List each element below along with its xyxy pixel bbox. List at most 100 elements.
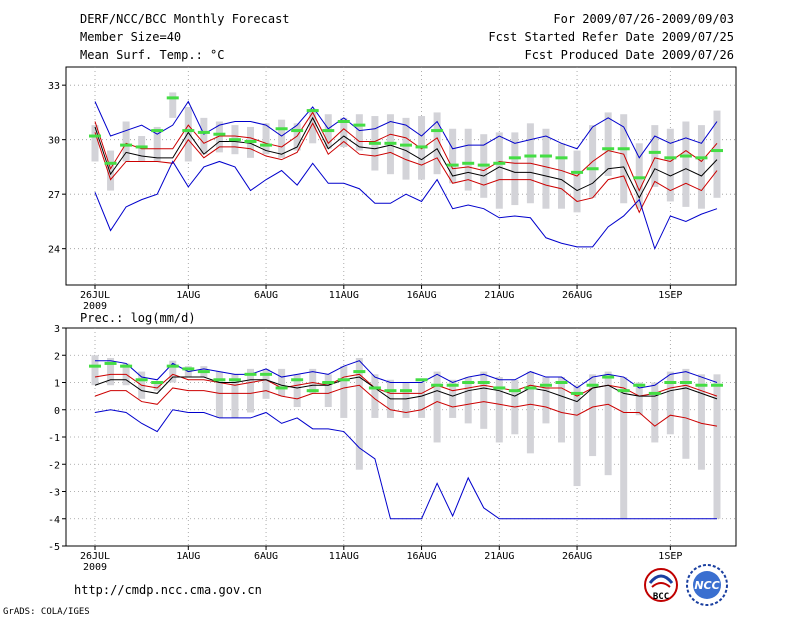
spread-box (495, 377, 503, 443)
forecast-period: For 2009/07/26-2009/09/03 (553, 12, 734, 26)
spread-box (666, 128, 674, 202)
spread-box (511, 132, 519, 206)
series-mean-line (94, 376, 718, 403)
spread-box (293, 374, 301, 408)
spread-box (495, 132, 503, 209)
member-size: Member Size=40 (80, 30, 181, 44)
x-tick-label: 26JUL (80, 290, 110, 301)
spread-box (635, 382, 643, 416)
series-max-line (94, 100, 718, 159)
grads-credit: GrADS: COLA/IGES (3, 607, 90, 617)
x-tick-label: 6AUG (254, 290, 278, 301)
spread-box (666, 371, 674, 435)
spread-box (278, 368, 286, 397)
spread-box (355, 357, 363, 470)
chart-title: DERF/NCC/BCC Monthly Forecast (80, 12, 290, 26)
x-tick-label: 1SEP (658, 290, 682, 301)
y-tick-label: -4 (48, 515, 60, 526)
spread-box (558, 377, 565, 443)
spread-box (200, 117, 208, 155)
y-tick-label: 33 (48, 81, 60, 92)
x-tick-label: 26AUG (562, 290, 592, 301)
series-min-line (94, 409, 717, 520)
series-min-line (94, 160, 718, 251)
plot-frame (65, 66, 737, 286)
spread-box (433, 112, 441, 175)
spread-box (713, 110, 721, 198)
spread-box (558, 143, 565, 209)
spread-box (573, 385, 581, 487)
spread-box (526, 371, 534, 454)
spread-box (122, 121, 130, 162)
spread-box (355, 114, 363, 151)
spread-box (169, 92, 177, 118)
x-tick-label: 6AUG (254, 551, 278, 562)
series-upper-line (94, 373, 718, 397)
spread-box (107, 150, 115, 191)
x-tick-label: 16AUG (406, 551, 436, 562)
x-tick-label: 1AUG (176, 290, 200, 301)
variable-label-temp: Mean Surf. Temp.: °C (80, 48, 225, 62)
y-tick-label: 27 (48, 190, 60, 201)
y-tick-label: 30 (48, 136, 60, 147)
spread-box (589, 374, 597, 457)
series-max-line (95, 360, 718, 389)
y-tick-label: 0 (54, 406, 60, 417)
footer-url: http://cmdp.ncc.cma.gov.cn (74, 583, 262, 597)
spread-box (542, 377, 550, 424)
spread-box (309, 368, 317, 394)
spread-box (697, 374, 705, 470)
spread-box (697, 125, 705, 209)
spread-box (293, 123, 301, 151)
spread-box (449, 128, 457, 184)
spread-box (153, 382, 161, 391)
spread-box (542, 128, 550, 209)
spread-box (682, 121, 690, 207)
precipitation-panel: 26JUL 1AUG 6AUG 11AUG 16AUG 21AUG 26AUG 1SEP 200… (48, 324, 737, 573)
spread-box (371, 374, 379, 418)
variable-label-prec: Prec.: log(mm/d) (80, 311, 196, 325)
x-tick-label: 1AUG (176, 551, 200, 562)
spread-box (262, 368, 270, 399)
spread-box (449, 379, 457, 418)
spread-box (231, 374, 239, 418)
spread-box (324, 374, 332, 408)
spread-box (464, 377, 472, 424)
x-tick-label: 1SEP (658, 551, 682, 562)
ncc-logo-globe (693, 571, 721, 599)
series-lower-line (94, 122, 718, 214)
x-tick-label: 21AUG (484, 290, 514, 301)
produced-date: Fcst Produced Date 2009/07/26 (524, 48, 734, 62)
spread-box (402, 382, 410, 418)
spread-box (184, 106, 192, 162)
spread-box (573, 150, 581, 213)
spread-box (464, 128, 472, 191)
spread-box (682, 368, 690, 459)
bcc-logo-swoosh-red (651, 582, 671, 588)
ncc-logo-text: NCC (694, 579, 719, 592)
bcc-logo-text: BCC (653, 592, 669, 602)
series-mean-line (94, 116, 718, 199)
y-tick-label: -1 (48, 433, 60, 444)
x-tick-label: 26AUG (562, 551, 592, 562)
y-tick-label: -3 (48, 488, 60, 499)
spread-box (91, 125, 99, 162)
spread-box (480, 371, 488, 429)
y-tick-label: 2 (54, 351, 60, 362)
bcc-logo: BCC (644, 568, 678, 602)
spread-box (402, 117, 410, 180)
spread-box (107, 357, 115, 386)
y-tick-label: 24 (48, 245, 60, 256)
spread-box (215, 121, 223, 153)
bcc-logo-ring (644, 568, 678, 602)
spread-box (620, 114, 628, 204)
spread-box (635, 143, 643, 209)
spread-box (433, 371, 441, 443)
bcc-logo-swoosh (648, 574, 674, 584)
spread-box (262, 123, 270, 155)
y-tick-label: -5 (48, 542, 60, 553)
x-year-label: 2009 (83, 562, 107, 573)
y-tick-label: 1 (54, 379, 60, 390)
spread-box (309, 108, 317, 144)
